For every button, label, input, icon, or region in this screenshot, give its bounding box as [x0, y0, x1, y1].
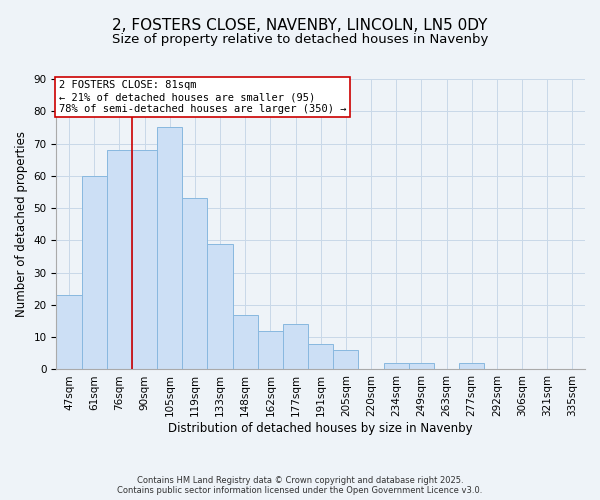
Bar	[182, 198, 208, 370]
Bar	[308, 344, 333, 369]
Bar	[208, 244, 233, 370]
X-axis label: Distribution of detached houses by size in Navenby: Distribution of detached houses by size …	[169, 422, 473, 435]
Bar	[56, 295, 82, 370]
Bar	[132, 150, 157, 370]
Text: 2, FOSTERS CLOSE, NAVENBY, LINCOLN, LN5 0DY: 2, FOSTERS CLOSE, NAVENBY, LINCOLN, LN5 …	[112, 18, 488, 32]
Bar	[157, 128, 182, 370]
Y-axis label: Number of detached properties: Number of detached properties	[15, 131, 28, 317]
Bar	[333, 350, 358, 370]
Text: Size of property relative to detached houses in Navenby: Size of property relative to detached ho…	[112, 32, 488, 46]
Bar	[233, 314, 258, 370]
Text: 2 FOSTERS CLOSE: 81sqm
← 21% of detached houses are smaller (95)
78% of semi-det: 2 FOSTERS CLOSE: 81sqm ← 21% of detached…	[59, 80, 347, 114]
Bar	[409, 363, 434, 370]
Bar	[459, 363, 484, 370]
Bar	[107, 150, 132, 370]
Bar	[82, 176, 107, 370]
Bar	[258, 330, 283, 370]
Bar	[283, 324, 308, 370]
Bar	[383, 363, 409, 370]
Text: Contains HM Land Registry data © Crown copyright and database right 2025.
Contai: Contains HM Land Registry data © Crown c…	[118, 476, 482, 495]
